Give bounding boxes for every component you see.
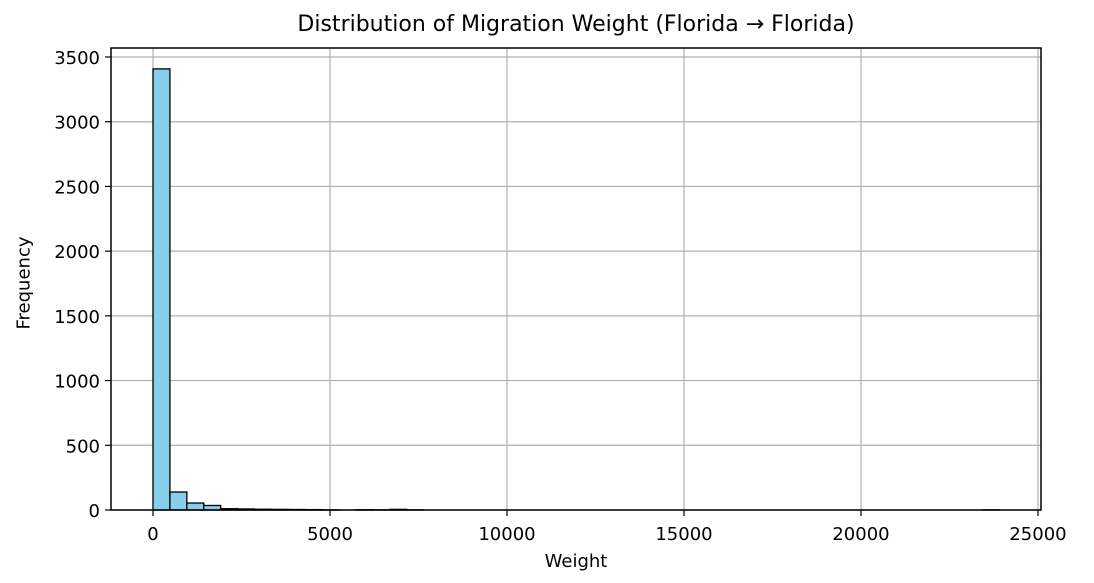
x-tick-label: 15000 xyxy=(655,524,712,545)
histogram-bar xyxy=(186,502,205,511)
y-tick-label: 3500 xyxy=(54,48,100,69)
y-tick-label: 0 xyxy=(89,501,100,522)
chart-title: Distribution of Migration Weight (Florid… xyxy=(297,12,855,37)
y-tick-label: 2500 xyxy=(54,177,100,198)
plot-frame xyxy=(110,47,1042,511)
x-tick-label: 0 xyxy=(147,524,158,545)
y-tick-label: 1500 xyxy=(54,307,100,328)
histogram-bar xyxy=(169,491,188,511)
y-tick-label: 3000 xyxy=(54,113,100,134)
x-tick-label: 5000 xyxy=(307,524,353,545)
x-tick-label: 25000 xyxy=(1009,524,1066,545)
y-tick-label: 2000 xyxy=(54,242,100,263)
histogram-bars xyxy=(152,68,1000,511)
y-tick-label: 1000 xyxy=(54,372,100,393)
grid-lines xyxy=(111,48,1041,511)
x-axis-label: Weight xyxy=(544,551,608,572)
x-tick-label: 20000 xyxy=(832,524,889,545)
y-tick-label: 500 xyxy=(66,436,100,457)
histogram-bar xyxy=(152,68,171,511)
axis-ticks: 0 5000 10000 15000 20000 25000 0 500 1000 1500 200… xyxy=(54,48,1066,545)
x-tick-label: 10000 xyxy=(478,524,535,545)
